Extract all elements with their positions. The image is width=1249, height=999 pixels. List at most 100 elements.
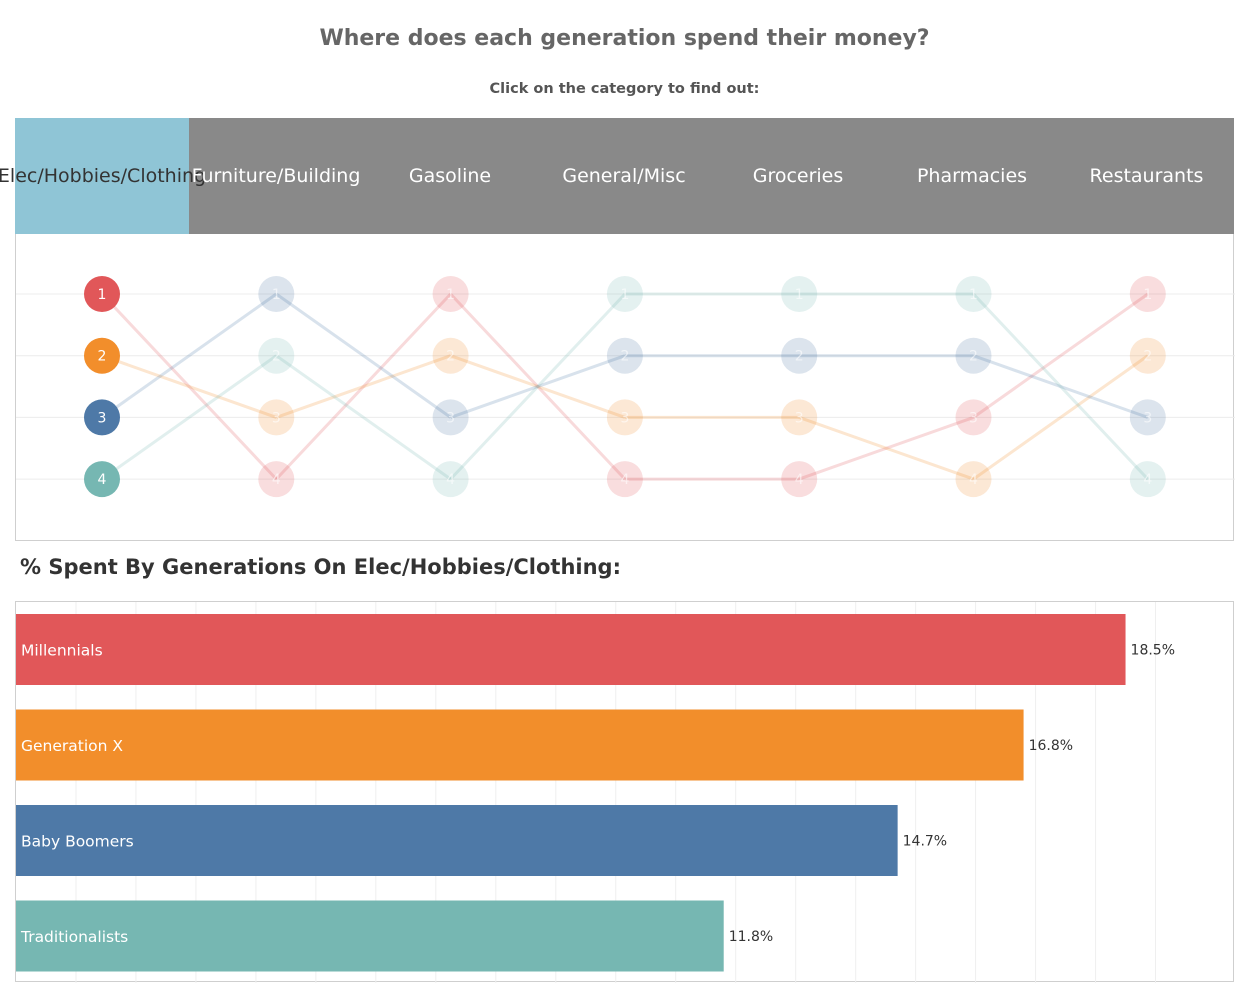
bump-line-segment (101, 354, 277, 419)
tab-general-misc[interactable]: General/Misc (562, 164, 686, 187)
bump-rank-label: 3 (795, 410, 804, 426)
bump-line-segment (972, 354, 1149, 419)
bump-line-segment (798, 415, 975, 481)
tab-elec-hobbies-clothing[interactable]: Elec/Hobbies/Clothing (0, 118, 206, 234)
bump-point[interactable] (781, 461, 818, 498)
bump-point[interactable] (432, 399, 469, 436)
bump-rank-label: 3 (98, 410, 107, 426)
bump-point[interactable] (84, 276, 120, 312)
bump-rank-label: 2 (795, 349, 804, 365)
bump-point[interactable] (432, 337, 469, 374)
bump-rank-label: 1 (1143, 287, 1152, 303)
bar-category-label: Traditionalists (20, 928, 128, 946)
bump-point[interactable] (606, 276, 643, 312)
bar-value-label: 18.5% (1131, 643, 1175, 659)
bump-rank-label: 4 (1143, 472, 1152, 488)
bump-rank-label: 1 (272, 287, 281, 303)
bar-category-label: Generation X (21, 737, 123, 755)
bar[interactable] (16, 709, 1024, 781)
category-selector: Elec/Hobbies/Clothing Furniture/Building… (0, 118, 1234, 234)
bump-line-segment (100, 292, 278, 481)
bar[interactable] (16, 900, 724, 972)
bump-line-segment (275, 354, 452, 481)
bump-point[interactable] (781, 399, 818, 436)
bump-point[interactable] (258, 337, 295, 374)
bump-point[interactable] (258, 276, 295, 312)
page-title: Where does each generation spend their m… (319, 26, 930, 51)
bump-point[interactable] (955, 337, 992, 374)
bump-rank-label: 1 (98, 287, 107, 303)
bump-point[interactable] (1129, 337, 1166, 374)
bump-line-segment (101, 354, 278, 481)
page-subtitle: Click on the category to find out: (489, 81, 760, 97)
tab-restaurants[interactable]: Restaurants (1089, 164, 1204, 187)
bar-value-label: 14.7% (903, 834, 947, 850)
bar-category-label: Millennials (21, 642, 103, 660)
bump-line-segment (275, 292, 452, 419)
tab-gasoline[interactable]: Gasoline (408, 164, 492, 187)
bump-rank-label: 1 (446, 287, 455, 303)
bump-rank-label: 3 (620, 410, 629, 426)
bump-line-segment (798, 415, 975, 481)
bump-rank-label: 1 (620, 287, 629, 303)
bump-line-segment (275, 354, 452, 419)
bump-rank-label: 2 (98, 349, 107, 365)
bump-point[interactable] (258, 399, 295, 436)
bump-rank-label: 1 (795, 287, 804, 303)
bar-value-label: 16.8% (1029, 738, 1073, 754)
bump-rank-label: 3 (446, 410, 455, 426)
bump-point[interactable] (1129, 276, 1166, 312)
bump-line-segment (275, 292, 452, 481)
bar-value-label: 11.8% (729, 929, 773, 945)
bump-chart-panel: 1 4 1 4 4 3 1 2 3 2 3 3 4 2 3 1 3 2 2 2 3 4 2 4 1 1 1 4 (15, 234, 1235, 541)
bump-line-segment (101, 292, 278, 419)
bump-point[interactable] (84, 461, 120, 498)
bump-rank-label: 4 (98, 472, 107, 488)
bar-chart-panel: Millennials 18.5% Generation X 16.8% Baby Bo… (15, 601, 1234, 983)
bump-line-segment (449, 292, 626, 481)
bump-rank-label: 2 (620, 349, 629, 365)
bump-line-segment (972, 292, 1149, 419)
bump-point[interactable] (606, 337, 643, 374)
bar-chart-title: % Spent By Generations On Elec/Hobbies/C… (20, 555, 621, 579)
tab-pharmacies[interactable]: Pharmacies (916, 164, 1028, 187)
bump-point[interactable] (432, 276, 469, 312)
bump-point[interactable] (606, 399, 643, 436)
bump-rank-label: 2 (1143, 349, 1152, 365)
bump-point[interactable] (1129, 461, 1166, 498)
bump-point[interactable] (781, 337, 818, 374)
bump-chart: 1 4 1 4 4 3 1 2 3 2 3 3 4 2 3 1 3 2 2 2 3 4 2 4 1 1 1 4 (16, 276, 1235, 498)
bar[interactable] (16, 614, 1126, 685)
bump-rank-label: 4 (272, 472, 281, 488)
bump-point[interactable] (955, 276, 992, 312)
bump-point[interactable] (955, 461, 992, 498)
bump-line-segment (972, 292, 1149, 481)
bump-point[interactable] (1129, 399, 1166, 436)
bump-rank-label: 3 (969, 410, 978, 426)
bump-line-segment (972, 354, 1149, 481)
bump-point[interactable] (781, 276, 818, 312)
bump-rank-label: 1 (969, 287, 978, 303)
bump-rank-label: 2 (446, 349, 455, 365)
bump-point[interactable] (258, 461, 295, 498)
bump-point[interactable] (84, 337, 120, 374)
bar-chart: Millennials 18.5% Generation X 16.8% Baby Bo… (16, 602, 1175, 983)
bar[interactable] (16, 805, 898, 876)
bump-point[interactable] (84, 399, 120, 436)
bump-point[interactable] (955, 399, 992, 436)
tab-furniture-building[interactable]: Furniture/Building (191, 164, 361, 187)
bump-rank-label: 3 (272, 410, 281, 426)
bump-rank-label: 2 (272, 349, 281, 365)
bump-rank-label: 4 (620, 472, 629, 488)
tab-groceries[interactable]: Groceries (752, 164, 844, 187)
bump-line-segment (450, 354, 626, 419)
bump-rank-label: 2 (969, 349, 978, 365)
bump-point[interactable] (432, 461, 469, 498)
bump-point[interactable] (606, 461, 643, 498)
bar-category-label: Baby Boomers (21, 833, 134, 851)
bump-rank-label: 4 (795, 472, 804, 488)
bump-line-segment (449, 292, 626, 481)
bump-line-segment (450, 354, 626, 419)
bump-rank-label: 4 (446, 472, 455, 488)
bump-rank-label: 4 (969, 472, 978, 488)
